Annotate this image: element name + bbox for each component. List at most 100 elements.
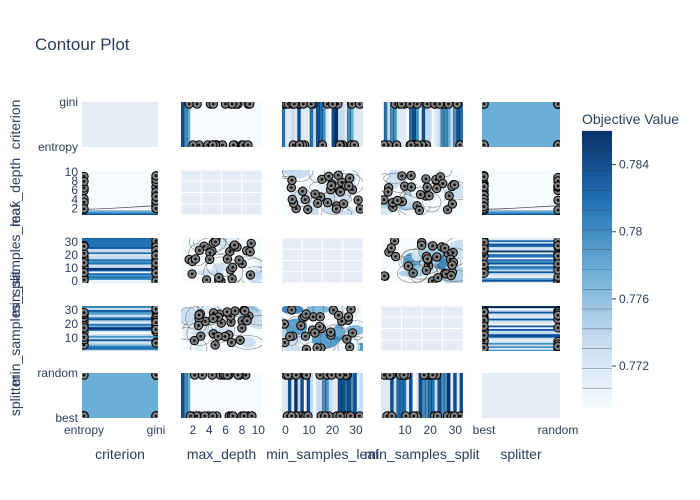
y-tick-max_depth-6: 6 [71,183,78,197]
contour-band [482,250,560,253]
subplot-content [181,238,262,283]
contour-band [482,239,560,242]
contour-band [482,321,560,324]
contour-band [227,102,232,147]
contour-band [297,373,302,418]
trial-marker-dot [154,254,158,257]
contour-band [82,279,158,282]
x-tick-criterion-entropy: entropy [64,423,104,437]
subplot-content [282,238,363,283]
y-tick-max_depth-2: 2 [71,201,78,215]
contour-band [82,183,158,187]
subplot-content [381,238,463,283]
contour-band [412,102,417,147]
contour-band [212,373,216,418]
contour-band [249,102,254,147]
x-tick-min_samples_leaf-20: 20 [326,423,340,437]
trial-marker-dot [395,143,399,147]
contour-band [482,189,560,192]
contour-band [482,185,560,188]
trial-marker-dot [217,276,221,279]
trial-marker-dot [318,373,322,377]
trial-marker-dot [187,102,191,106]
contour-band [482,349,560,351]
trial-marker-dot [447,102,450,106]
trial-marker-dot [556,198,560,202]
contour-band [82,239,158,242]
contour-band [482,337,560,340]
contour-band [82,344,158,347]
contour-band [82,244,158,248]
subplot-content [482,238,560,283]
x-axis-title-criterion: criterion [95,446,145,462]
y-axis-title-criterion: criterion [7,100,23,150]
trial-marker-dot [225,373,229,377]
contour-band [434,102,439,147]
trial-marker-dot [394,255,398,258]
contour-band [482,307,560,310]
trial-marker-dot [400,102,403,106]
trial-marker-dot [342,202,346,206]
trial-marker-dot [154,414,158,418]
contour-band [82,269,158,272]
contour-band [82,246,158,249]
contour-band [82,345,158,349]
trial-marker-dot [193,339,196,342]
contour-band [338,102,342,147]
contour-band [482,344,560,347]
trial-marker-dot [248,273,252,277]
trial-marker-dot [309,102,313,106]
contour-band [444,102,448,147]
contour-band [82,338,158,342]
y-tick-max_depth-8: 8 [71,174,78,188]
trial-marker-dot [290,178,294,182]
trial-marker-dot [556,262,560,266]
contour-band [399,373,404,418]
trial-marker-dot [556,208,560,212]
contour-band [291,102,295,147]
trial-marker-dot [213,343,217,347]
contour-band [303,373,308,418]
contour-band [82,337,158,340]
contour-band [82,307,158,310]
trial-marker-dot [344,373,348,377]
contour-band [288,373,292,418]
trial-marker-dot [154,373,158,377]
subplot-min_samples_leaf-vs-min_samples_leaf [282,238,363,283]
contour-band [444,373,448,418]
subplot-content [82,373,158,418]
x-tick-min_samples_leaf-0: 0 [282,423,289,437]
contour-band [459,373,463,418]
trial-marker-dot [233,243,236,247]
trial-marker-dot [556,268,560,272]
contour-band [82,318,158,321]
contour-band [384,373,388,418]
trial-marker-dot [425,185,429,189]
contour-band [82,180,158,183]
contour-band [325,373,330,418]
trial-marker-dot [482,205,486,208]
contour-band [344,373,348,418]
contour-band [282,373,286,418]
contour-band [190,102,194,147]
y-tick-criterion-gini: gini [59,95,78,109]
subplot-min_samples_leaf-vs-max_depth [181,238,262,283]
trial-marker-dot [208,251,212,255]
contour-band [381,102,385,147]
contour-band [243,373,247,418]
trial-marker-dot [225,310,229,314]
subplot-content [82,170,158,215]
trial-marker-dot [409,174,413,177]
contour-band [288,102,292,147]
trial-marker-dot [358,102,361,106]
subplot-splitter-vs-min_samples_leaf [282,373,363,418]
contour-band [82,325,158,328]
contour-band [482,262,560,265]
contour-band [482,183,560,187]
trial-marker-dot [420,243,423,247]
contour-band [356,102,361,147]
subplot-content [181,373,262,418]
trial-marker-dot [82,244,86,248]
contour-band [353,373,358,418]
trial-marker-dot [347,315,350,319]
